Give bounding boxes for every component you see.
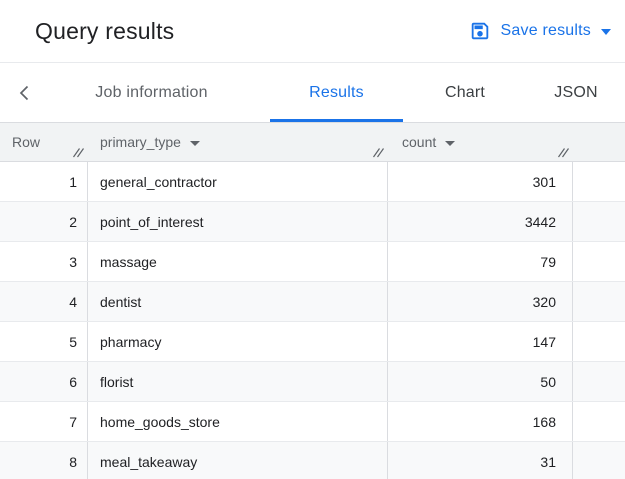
table-header-row: Row primary_type count: [0, 123, 625, 162]
spacer-cell: [573, 162, 625, 201]
row-number-cell: 3: [0, 242, 88, 281]
table-row[interactable]: 8 meal_takeaway 31: [0, 442, 625, 479]
row-number-cell: 6: [0, 362, 88, 401]
row-number-cell: 7: [0, 402, 88, 441]
spacer-cell: [573, 202, 625, 241]
tab-label: Chart: [444, 83, 486, 101]
tab-results[interactable]: Results: [270, 63, 403, 122]
primary-type-cell[interactable]: home_goods_store: [88, 402, 388, 441]
column-header-count[interactable]: count: [388, 123, 573, 161]
spacer-cell: [573, 362, 625, 401]
row-number-cell: 1: [0, 162, 88, 201]
dropdown-caret-icon: [601, 29, 611, 35]
count-cell[interactable]: 3442: [388, 202, 573, 241]
column-label: primary_type: [100, 134, 181, 150]
row-number-cell: 5: [0, 322, 88, 361]
column-resize-handle[interactable]: [372, 147, 385, 158]
column-label: Row: [12, 134, 41, 150]
table-body: 1 general_contractor 301 2 point_of_inte…: [0, 162, 625, 479]
column-resize-handle[interactable]: [72, 147, 85, 158]
column-dropdown-icon[interactable]: [189, 140, 200, 146]
primary-type-cell[interactable]: general_contractor: [88, 162, 388, 201]
column-dropdown-icon[interactable]: [445, 140, 456, 146]
row-number-cell: 2: [0, 202, 88, 241]
results-header: Query results Save results: [0, 0, 625, 63]
tab-job-information[interactable]: Job information: [48, 63, 255, 122]
results-tabbar: Job information Results Chart JSON: [0, 63, 625, 123]
column-header-row: Row: [0, 123, 88, 161]
count-cell[interactable]: 168: [388, 402, 573, 441]
primary-type-cell[interactable]: massage: [88, 242, 388, 281]
tab-label: JSON: [554, 83, 598, 101]
table-row[interactable]: 3 massage 79: [0, 242, 625, 282]
spacer-cell: [573, 402, 625, 441]
count-cell[interactable]: 301: [388, 162, 573, 201]
count-cell[interactable]: 320: [388, 282, 573, 321]
table-row[interactable]: 2 point_of_interest 3442: [0, 202, 625, 242]
spacer-cell: [573, 282, 625, 321]
tab-scroll-left-button[interactable]: [0, 63, 48, 122]
tab-json[interactable]: JSON: [527, 63, 625, 122]
table-row[interactable]: 6 florist 50: [0, 362, 625, 402]
spacer-cell: [573, 442, 625, 479]
row-number-cell: 4: [0, 282, 88, 321]
count-cell[interactable]: 147: [388, 322, 573, 361]
results-table: Row primary_type count: [0, 123, 625, 479]
primary-type-cell[interactable]: pharmacy: [88, 322, 388, 361]
table-row[interactable]: 4 dentist 320: [0, 282, 625, 322]
primary-type-cell[interactable]: florist: [88, 362, 388, 401]
tab-label: Results: [309, 83, 364, 101]
table-row[interactable]: 7 home_goods_store 168: [0, 402, 625, 442]
count-cell[interactable]: 79: [388, 242, 573, 281]
save-results-button[interactable]: Save results: [469, 20, 611, 42]
spacer-cell: [573, 242, 625, 281]
row-number-cell: 8: [0, 442, 88, 479]
column-label: count: [402, 134, 437, 150]
primary-type-cell[interactable]: point_of_interest: [88, 202, 388, 241]
save-results-label: Save results: [500, 22, 591, 39]
tab-label: Job information: [95, 83, 208, 101]
primary-type-cell[interactable]: dentist: [88, 282, 388, 321]
save-icon: [469, 20, 491, 42]
table-row[interactable]: 1 general_contractor 301: [0, 162, 625, 202]
column-resize-handle[interactable]: [557, 147, 570, 158]
primary-type-cell[interactable]: meal_takeaway: [88, 442, 388, 479]
chevron-left-icon: [18, 84, 30, 102]
column-header-primary-type[interactable]: primary_type: [88, 123, 388, 161]
spacer-cell: [573, 322, 625, 361]
count-cell[interactable]: 50: [388, 362, 573, 401]
page-title: Query results: [35, 17, 175, 44]
column-header-spacer: [573, 123, 625, 161]
tab-chart[interactable]: Chart: [403, 63, 527, 122]
count-cell[interactable]: 31: [388, 442, 573, 479]
table-row[interactable]: 5 pharmacy 147: [0, 322, 625, 362]
